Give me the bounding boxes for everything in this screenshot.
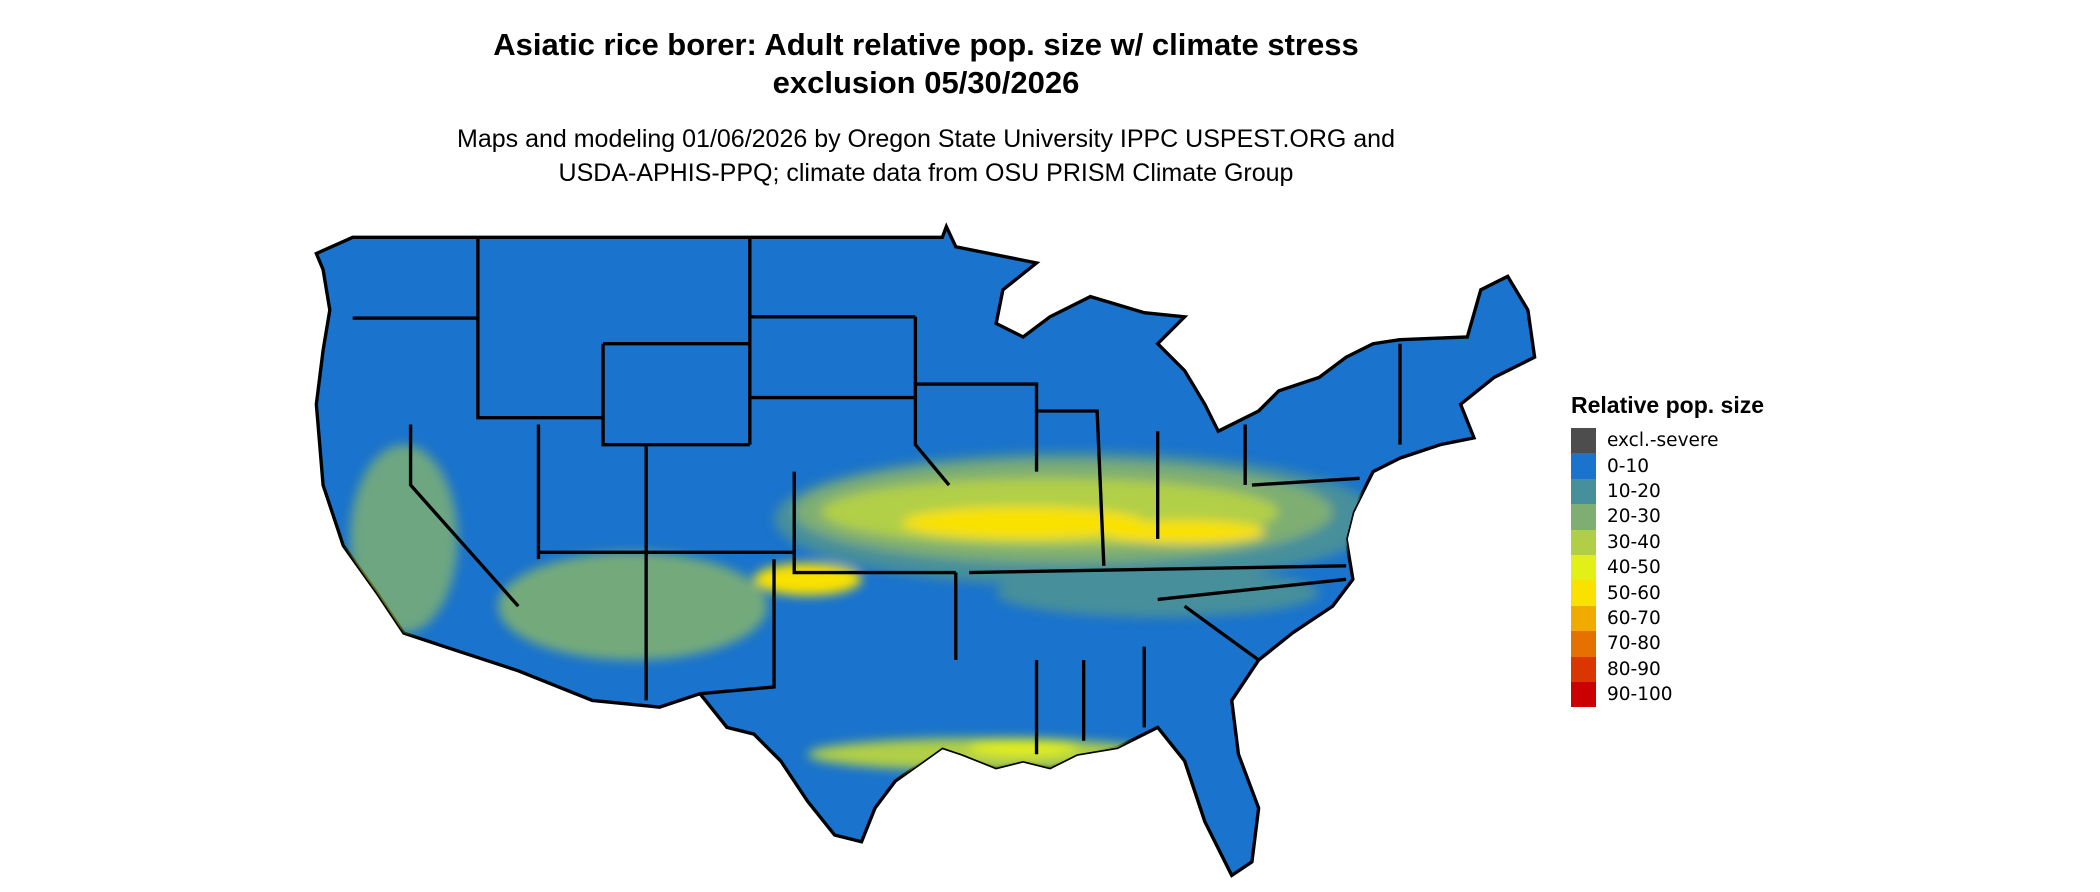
legend-label: 50-60 — [1607, 582, 1661, 604]
legend-swatch — [1571, 504, 1596, 530]
legend-swatch — [1571, 453, 1596, 479]
legend-label: 30-40 — [1607, 531, 1661, 553]
legend-swatch — [1571, 554, 1596, 581]
legend-item: 20-30 — [1571, 504, 1764, 530]
suitability-overlay — [350, 444, 1380, 771]
legend-item: 80-90 — [1571, 656, 1764, 682]
legend-label: 10-20 — [1607, 480, 1661, 502]
band-50-60-ohio-valley — [1103, 520, 1266, 545]
legend-swatch — [1571, 478, 1596, 505]
legend-item: 90-100 — [1571, 681, 1764, 708]
band-oklahoma — [753, 563, 862, 596]
legend-item: 10-20 — [1571, 478, 1764, 505]
band-10-20-tennessee — [996, 568, 1320, 617]
legend-swatch — [1571, 428, 1596, 454]
legend-label: 90-100 — [1607, 684, 1673, 706]
band-50-60-midwest — [901, 506, 1145, 539]
map-subtitle: Maps and modeling 01/06/2026 by Oregon S… — [0, 122, 1852, 190]
legend-swatch — [1571, 580, 1596, 606]
subtitle-line-2: USDA-APHIS-PPQ; climate data from OSU PR… — [558, 159, 1294, 187]
legend-swatch — [1571, 529, 1596, 555]
legend-item: excl.-severe — [1571, 428, 1764, 454]
legend-label: 70-80 — [1607, 633, 1661, 655]
legend-label: excl.-severe — [1607, 430, 1719, 452]
legend-label: 40-50 — [1607, 557, 1661, 579]
legend-title: Relative pop. size — [1571, 392, 1765, 418]
band-gulf-coast-yellow — [969, 739, 1077, 756]
title-line-1: Asiatic rice borer: Adult relative pop. … — [493, 27, 1359, 62]
legend-swatch — [1571, 656, 1596, 682]
title-line-2: exclusion 05/30/2026 — [772, 65, 1080, 100]
legend-label: 20-30 — [1607, 506, 1661, 528]
legend-swatch — [1571, 681, 1596, 708]
band-california — [350, 444, 458, 634]
legend-items: excl.-severe 0-10 10-20 20-30 30-40 40-50 50-6… — [1571, 428, 1764, 708]
legend-item: 60-70 — [1571, 605, 1764, 632]
legend-item: 70-80 — [1571, 631, 1764, 657]
legend-swatch — [1571, 631, 1596, 657]
legend: Relative pop. size excl.-severe 0-10 10-20… — [1571, 392, 1765, 708]
state-borders — [352, 237, 1402, 755]
legend-label: 60-70 — [1607, 607, 1661, 629]
legend-item: 40-50 — [1571, 554, 1764, 581]
legend-item: 0-10 — [1571, 453, 1764, 479]
legend-item: 30-40 — [1571, 529, 1764, 555]
legend-item: 50-60 — [1571, 580, 1764, 606]
legend-label: 80-90 — [1607, 658, 1661, 680]
subtitle-line-1: Maps and modeling 01/06/2026 by Oregon S… — [457, 125, 1395, 153]
band-southwest — [498, 552, 768, 661]
legend-label: 0-10 — [1607, 455, 1649, 477]
legend-swatch — [1571, 605, 1596, 632]
map-title: Asiatic rice borer: Adult relative pop. … — [0, 26, 1852, 102]
